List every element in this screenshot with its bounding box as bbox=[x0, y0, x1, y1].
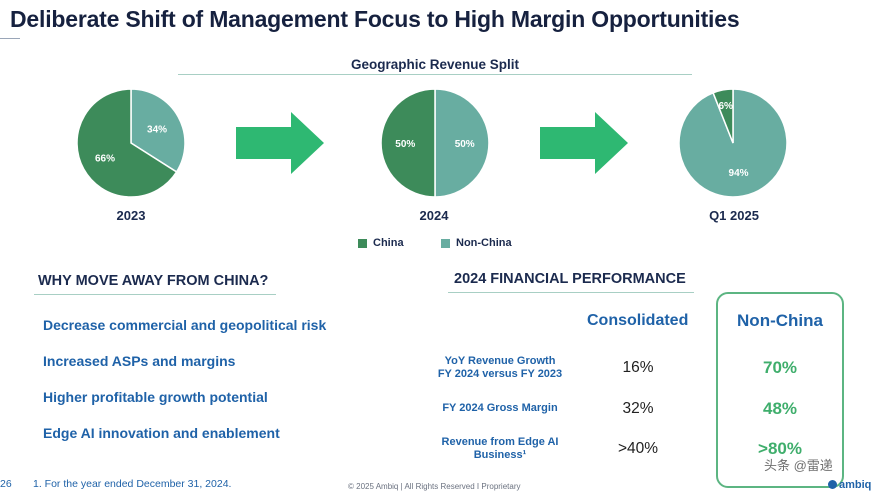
metric-label-line: FY 2024 versus FY 2023 bbox=[437, 368, 563, 380]
non-china-value: 48% bbox=[762, 399, 798, 418]
consolidated-value: 16% bbox=[622, 359, 654, 376]
reason-item: Increased ASPs and margins bbox=[43, 353, 236, 369]
page-number: 26 bbox=[0, 478, 12, 490]
metric-label-line: Revenue from Edge AI bbox=[441, 436, 559, 448]
consolidated-value: >40% bbox=[617, 440, 659, 457]
logo-mark-icon bbox=[828, 480, 837, 489]
column-header-consolidated: Consolidated bbox=[587, 312, 689, 329]
consolidated-value: 32% bbox=[622, 400, 654, 417]
title-divider bbox=[0, 38, 20, 39]
pie-slice-label: 50% bbox=[455, 139, 475, 150]
metric-label-line: YoY Revenue Growth bbox=[444, 355, 556, 367]
non-china-value: 70% bbox=[762, 358, 798, 377]
reason-item: Decrease commercial and geopolitical ris… bbox=[43, 317, 327, 333]
reason-item: Edge AI innovation and enablement bbox=[43, 425, 280, 441]
financial-section-title: 2024 FINANCIAL PERFORMANCE bbox=[454, 271, 686, 287]
metric-label: Revenue from Edge AI Business¹ bbox=[400, 436, 600, 462]
chart-title-divider bbox=[178, 74, 692, 75]
legend-label-non-china: Non-China bbox=[456, 237, 512, 249]
non-china-highlight-box bbox=[716, 292, 844, 488]
pie-slice-non-china bbox=[434, 88, 490, 198]
metric-label: YoY Revenue Growth FY 2024 versus FY 202… bbox=[400, 355, 600, 381]
financial-divider bbox=[448, 292, 694, 293]
legend-swatch-non-china bbox=[441, 238, 450, 248]
page-title: Deliberate Shift of Management Focus to … bbox=[10, 6, 740, 32]
right-arrow-icon bbox=[540, 112, 628, 174]
pie-slice-china bbox=[712, 88, 734, 144]
legend-item-non-china: Non-China bbox=[441, 237, 512, 249]
metric-label-line: Business¹ bbox=[473, 449, 527, 461]
company-logo: ambiq bbox=[828, 479, 871, 491]
pie-slice-label: 66% bbox=[95, 153, 115, 164]
why-section-title: WHY MOVE AWAY FROM CHINA? bbox=[38, 273, 269, 289]
footnote: 1. For the year ended December 31, 2024. bbox=[33, 478, 232, 490]
pie-slice-label: 34% bbox=[147, 125, 167, 136]
pie-slice-china bbox=[380, 88, 436, 198]
pie-label-2024: 2024 bbox=[419, 208, 449, 223]
metric-label: FY 2024 Gross Margin bbox=[400, 402, 600, 415]
legend-label-china: China bbox=[373, 237, 404, 249]
column-header-non-china: Non-China bbox=[737, 311, 823, 330]
pie-label-q1-2025: Q1 2025 bbox=[709, 208, 759, 223]
chart-title: Geographic Revenue Split bbox=[350, 57, 520, 72]
metric-label-line: FY 2024 Gross Margin bbox=[442, 402, 558, 414]
legend-item-china: China bbox=[358, 237, 404, 249]
legend-swatch-china bbox=[358, 238, 367, 248]
why-divider bbox=[34, 294, 276, 295]
pie-slice-label: 6% bbox=[718, 101, 733, 112]
revenue-split-charts: 34% 66% 50% 50% 94% 6% bbox=[76, 88, 788, 198]
reason-item: Higher profitable growth potential bbox=[43, 389, 268, 405]
copyright-text: © 2025 Ambiq | All Rights Reserved I Pro… bbox=[348, 482, 521, 491]
pie-slice-china bbox=[76, 88, 178, 198]
non-china-value: >80% bbox=[758, 439, 802, 458]
logo-text: ambiq bbox=[839, 479, 872, 491]
pie-slice-label: 50% bbox=[395, 139, 415, 150]
pie-label-2023: 2023 bbox=[116, 208, 146, 223]
right-arrow-icon bbox=[236, 112, 324, 174]
pie-slice-label: 94% bbox=[729, 168, 749, 179]
watermark: 头条 @雷递 bbox=[764, 458, 833, 473]
